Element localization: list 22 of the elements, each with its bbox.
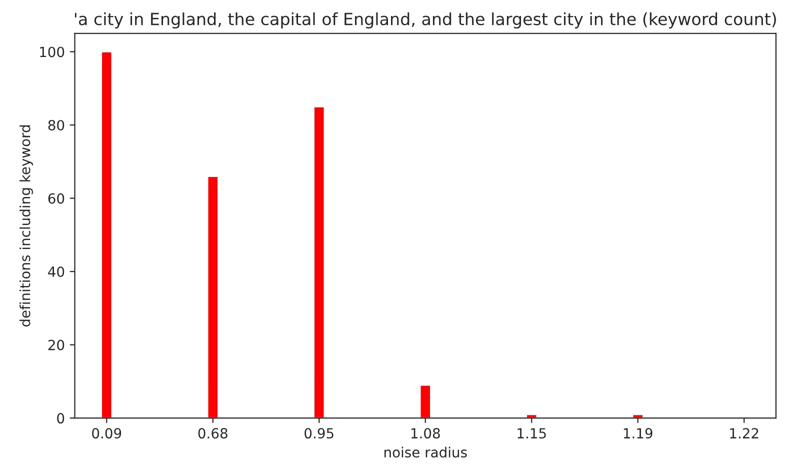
y-tick-label: 100	[40, 46, 64, 58]
y-tick-label: 20	[48, 340, 64, 350]
x-tick-label: 0.09	[92, 428, 122, 439]
x-tick-label: 1.08	[411, 428, 440, 439]
y-tick-label: 60	[48, 193, 64, 204]
chart-title: 'a city in England, the capital of England, and the largest city in the (keyword count)	[74, 12, 776, 29]
bar	[632, 414, 644, 418]
x-axis-title: noise radius	[384, 446, 467, 458]
x-tick-label: 1.15	[518, 428, 546, 439]
y-tick-label: 0	[57, 413, 64, 424]
x-tick-label: 0.68	[198, 428, 228, 439]
x-tick-label: 1.22	[730, 428, 758, 438]
bar	[526, 414, 538, 418]
bar	[419, 384, 432, 418]
y-axis-title: definitions including keyword	[20, 125, 33, 327]
bar	[100, 51, 113, 418]
y-tick-label: 80	[48, 120, 64, 130]
bar	[206, 176, 219, 418]
x-tick-label: 0.95	[304, 428, 334, 439]
bar	[313, 106, 326, 418]
x-tick-label: 1.19	[624, 428, 652, 439]
y-tick-label: 40	[48, 266, 64, 278]
